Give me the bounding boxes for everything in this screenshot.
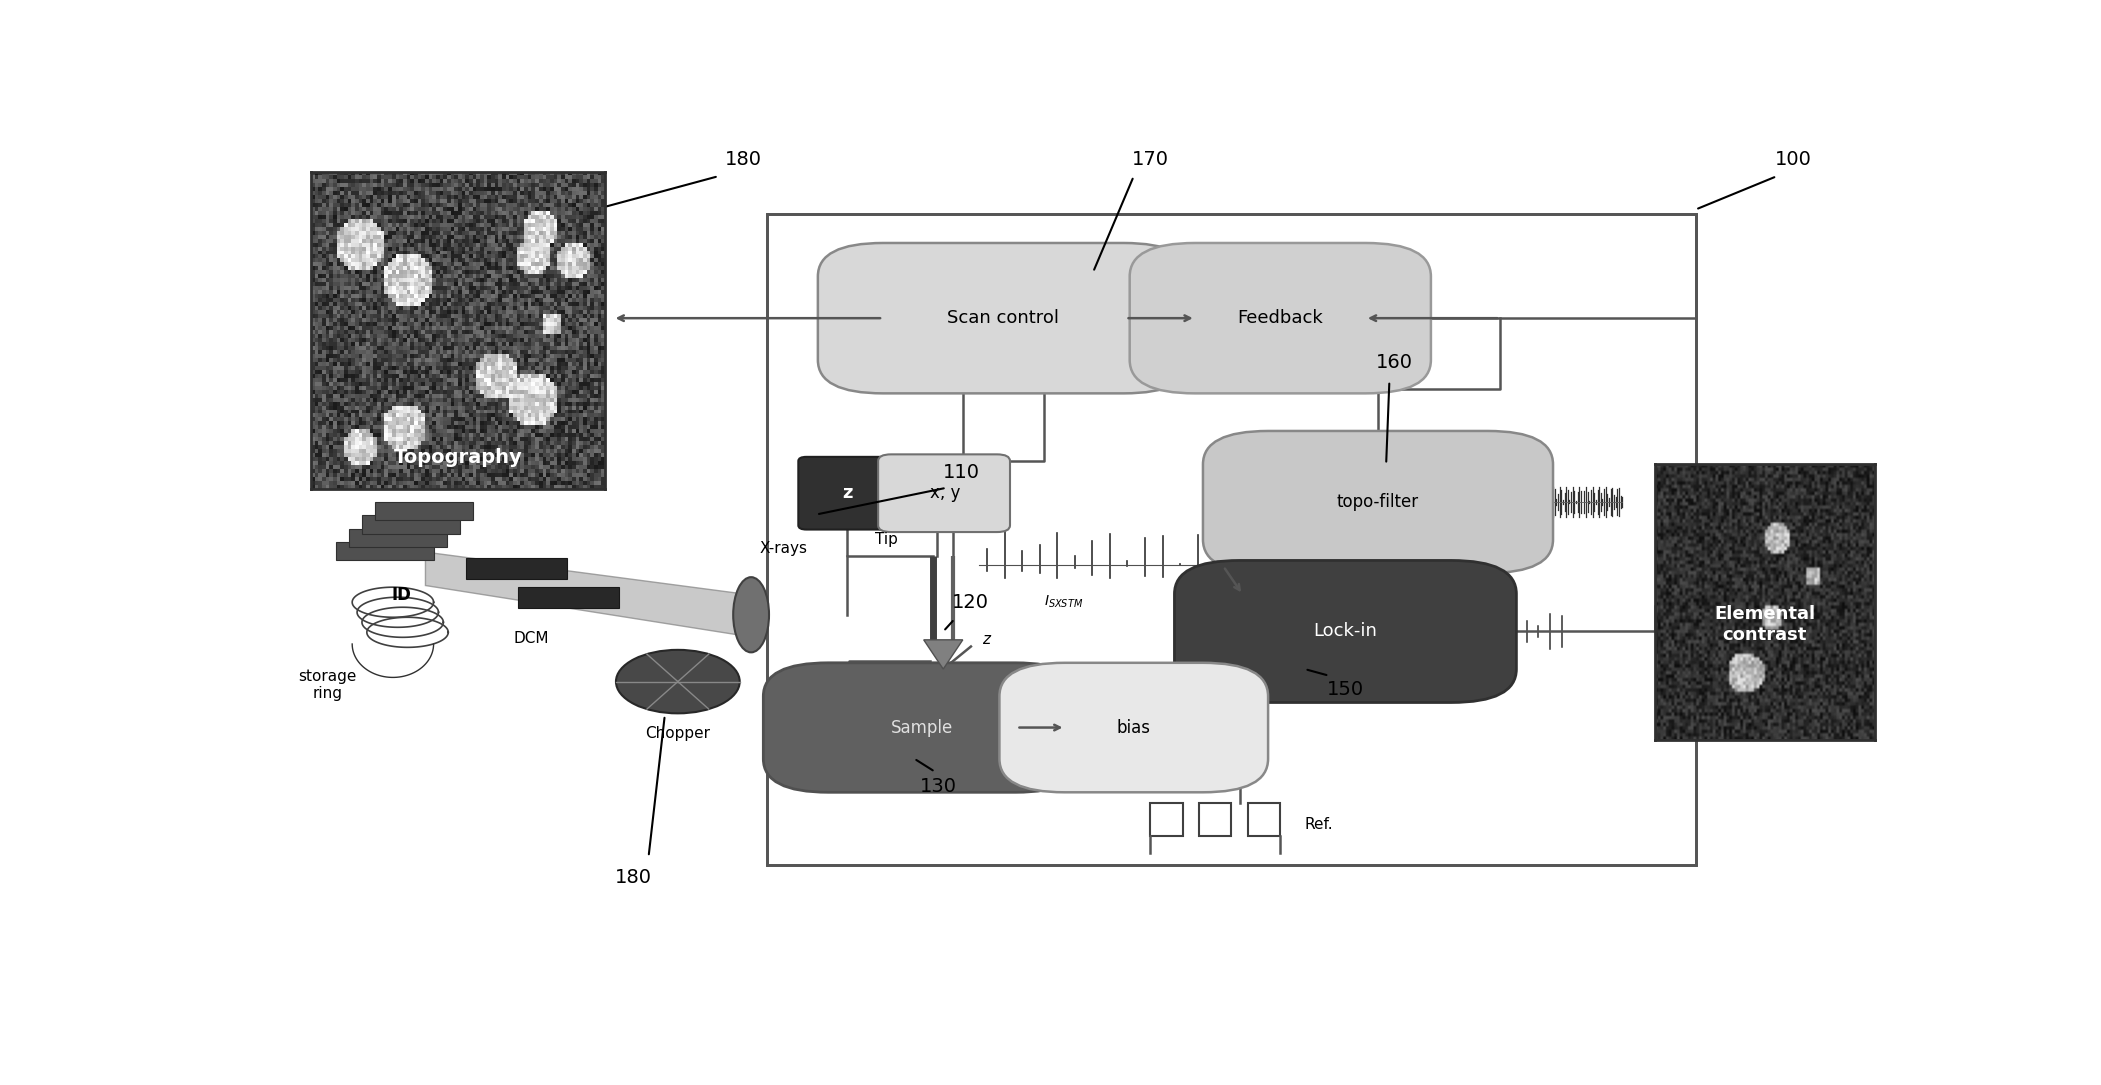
Bar	[1149, 803, 1183, 837]
Text: 170: 170	[1132, 150, 1168, 169]
FancyBboxPatch shape	[336, 542, 433, 561]
Text: Feedback: Feedback	[1237, 309, 1324, 328]
Bar	[767, 214, 1696, 866]
Text: 180: 180	[725, 150, 761, 169]
Text: DCM: DCM	[513, 631, 548, 647]
FancyBboxPatch shape	[1174, 561, 1517, 702]
Polygon shape	[424, 552, 744, 636]
Text: $z$: $z$	[981, 633, 992, 648]
Text: x, y: x, y	[929, 484, 960, 501]
Text: $I_{SXSTM}$: $I_{SXSTM}$	[1044, 593, 1084, 610]
Bar	[767, 214, 1696, 866]
Text: 120: 120	[952, 592, 987, 612]
Text: 160: 160	[1376, 353, 1412, 372]
Bar	[1248, 803, 1280, 837]
Text: storage
ring: storage ring	[298, 669, 357, 702]
FancyBboxPatch shape	[798, 457, 895, 529]
Text: 190: 190	[1775, 480, 1811, 499]
Text: 110: 110	[943, 463, 981, 482]
Ellipse shape	[733, 577, 769, 652]
FancyBboxPatch shape	[1130, 243, 1431, 394]
Text: z: z	[843, 484, 853, 501]
Text: Ref.: Ref.	[1305, 817, 1334, 832]
Text: Chopper: Chopper	[645, 726, 710, 741]
FancyBboxPatch shape	[361, 515, 460, 534]
Text: 130: 130	[920, 777, 956, 795]
FancyBboxPatch shape	[878, 455, 1011, 532]
Polygon shape	[924, 640, 962, 669]
Text: Lock-in: Lock-in	[1313, 623, 1378, 640]
Text: Tip: Tip	[874, 532, 897, 547]
Text: 180: 180	[616, 868, 653, 888]
FancyBboxPatch shape	[817, 243, 1189, 394]
Text: topo-filter: topo-filter	[1336, 493, 1418, 511]
Text: ID: ID	[391, 586, 412, 603]
FancyBboxPatch shape	[466, 558, 567, 578]
Text: Scan control: Scan control	[948, 309, 1059, 328]
Text: X-rays: X-rays	[758, 541, 807, 557]
FancyBboxPatch shape	[1000, 663, 1269, 792]
FancyBboxPatch shape	[519, 587, 620, 608]
FancyBboxPatch shape	[374, 502, 473, 521]
Text: Sample: Sample	[891, 718, 954, 737]
Text: bias: bias	[1118, 718, 1151, 737]
Bar	[1200, 803, 1231, 837]
FancyBboxPatch shape	[763, 663, 1080, 792]
FancyBboxPatch shape	[349, 528, 448, 547]
Text: 150: 150	[1328, 680, 1364, 700]
Text: 100: 100	[1775, 150, 1811, 169]
Circle shape	[616, 650, 740, 713]
FancyBboxPatch shape	[1204, 431, 1553, 573]
